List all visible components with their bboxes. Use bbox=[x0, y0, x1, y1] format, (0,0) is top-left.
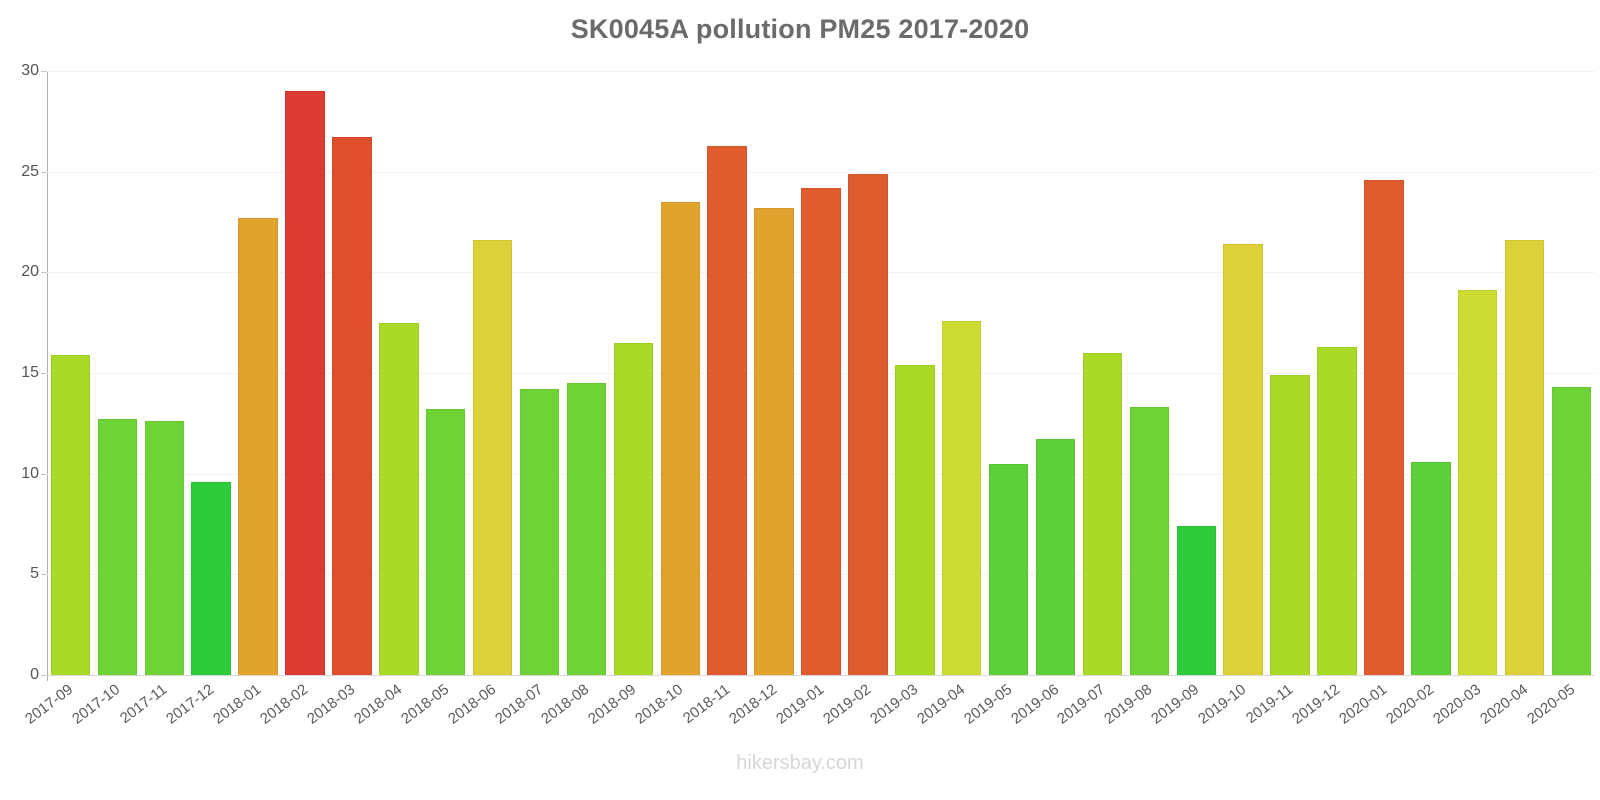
bar[interactable] bbox=[660, 201, 700, 675]
y-tick-label: 20 bbox=[21, 263, 39, 281]
bar[interactable] bbox=[97, 419, 138, 675]
y-tick-label: 15 bbox=[21, 364, 39, 381]
bar[interactable] bbox=[191, 481, 231, 675]
bar[interactable] bbox=[707, 145, 747, 675]
bar[interactable] bbox=[1411, 461, 1451, 675]
gridline bbox=[47, 171, 1595, 173]
y-tick-mark bbox=[41, 71, 47, 72]
bar-slot bbox=[328, 71, 375, 675]
bar[interactable] bbox=[144, 421, 184, 675]
chart-title: SK0045A pollution PM25 2017-2020 bbox=[570, 14, 1030, 44]
bar-slot bbox=[751, 71, 798, 675]
bar[interactable] bbox=[848, 173, 888, 675]
bar-slot bbox=[516, 71, 563, 675]
bar[interactable] bbox=[1270, 375, 1310, 675]
bar-slot bbox=[375, 71, 422, 675]
bar-slot bbox=[1079, 71, 1126, 675]
bar-slot bbox=[798, 71, 845, 675]
bar-slot bbox=[141, 71, 188, 675]
y-tick-label: 0 bbox=[30, 666, 39, 683]
bar-slot bbox=[422, 71, 469, 675]
bar[interactable] bbox=[426, 409, 466, 675]
bar[interactable] bbox=[1176, 526, 1216, 675]
bar-slot bbox=[891, 71, 938, 675]
bar-slot bbox=[1173, 71, 1220, 675]
bar[interactable] bbox=[1082, 352, 1123, 675]
bar[interactable] bbox=[1504, 240, 1545, 675]
bar[interactable] bbox=[332, 137, 372, 675]
gridline bbox=[47, 675, 1595, 676]
bar-series bbox=[47, 71, 1595, 675]
bar-slot bbox=[985, 71, 1032, 675]
y-tick-mark bbox=[41, 272, 47, 274]
bar[interactable] bbox=[566, 383, 607, 675]
y-tick-mark bbox=[41, 574, 47, 576]
bar-slot bbox=[282, 71, 329, 675]
y-tick-label: 10 bbox=[21, 464, 39, 482]
y-tick-mark bbox=[41, 473, 47, 475]
bar[interactable] bbox=[801, 187, 841, 675]
bar-slot bbox=[47, 71, 94, 675]
bar[interactable] bbox=[50, 354, 91, 675]
y-tick-label: 25 bbox=[21, 162, 39, 180]
y-tick-label: 30 bbox=[21, 62, 39, 79]
bar[interactable] bbox=[1458, 290, 1498, 675]
bar[interactable] bbox=[613, 342, 654, 675]
bar[interactable] bbox=[285, 91, 325, 675]
bar[interactable] bbox=[379, 322, 419, 675]
bar-slot bbox=[1407, 71, 1454, 675]
bar-slot bbox=[188, 71, 235, 675]
bar-slot bbox=[1548, 71, 1595, 675]
bar[interactable] bbox=[1129, 407, 1170, 675]
y-tick-mark bbox=[41, 373, 47, 374]
plot-area: 0 5 10 15 20 25 30 bbox=[21, 62, 1595, 683]
bar-slot bbox=[1454, 71, 1501, 675]
bar-slot bbox=[610, 71, 657, 675]
bar-slot bbox=[94, 71, 141, 675]
y-tick-mark bbox=[41, 675, 47, 676]
bar[interactable] bbox=[988, 463, 1029, 675]
bar[interactable] bbox=[754, 207, 794, 675]
bar-slot bbox=[1220, 71, 1267, 675]
bar[interactable] bbox=[895, 364, 935, 675]
bar-slot bbox=[1314, 71, 1361, 675]
bar[interactable] bbox=[238, 217, 278, 675]
bar-slot bbox=[1360, 71, 1407, 675]
y-tick-mark bbox=[41, 171, 47, 173]
bar-slot bbox=[657, 71, 704, 675]
bar-slot bbox=[1126, 71, 1173, 675]
gridline bbox=[47, 71, 1595, 72]
y-tick-label: 5 bbox=[30, 565, 39, 583]
bar[interactable] bbox=[1317, 346, 1357, 675]
bar-slot bbox=[563, 71, 610, 675]
bar[interactable] bbox=[472, 240, 513, 675]
bar-slot bbox=[469, 71, 516, 675]
bar[interactable] bbox=[1551, 387, 1592, 675]
bar-slot bbox=[1267, 71, 1314, 675]
bar[interactable] bbox=[942, 320, 982, 675]
bar-slot bbox=[704, 71, 751, 675]
y-axis-line bbox=[47, 71, 48, 681]
bar-slot bbox=[938, 71, 985, 675]
bar-slot bbox=[1501, 71, 1548, 675]
bar[interactable] bbox=[1223, 244, 1263, 675]
bar[interactable] bbox=[519, 389, 560, 675]
watermark-label: hikersbay.com bbox=[736, 752, 864, 774]
bar[interactable] bbox=[1364, 179, 1404, 675]
bar-slot bbox=[235, 71, 282, 675]
bar[interactable] bbox=[1035, 439, 1076, 675]
bar-slot bbox=[1032, 71, 1079, 675]
bar-slot bbox=[844, 71, 891, 675]
